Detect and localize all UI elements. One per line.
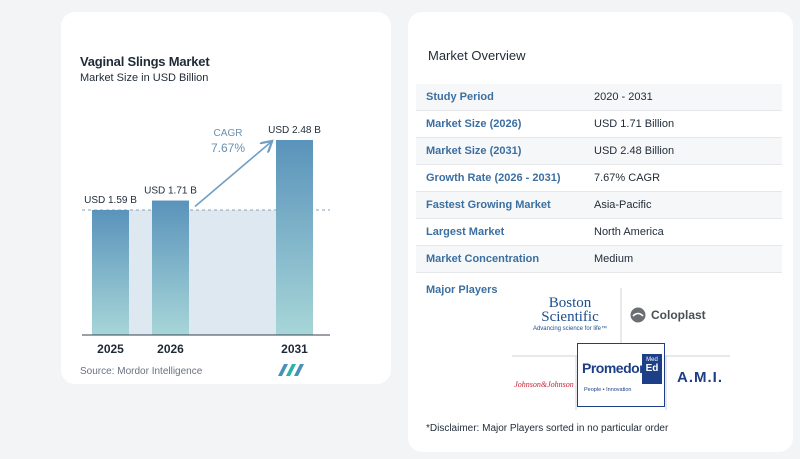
overview-row-label: Market Concentration — [426, 253, 540, 265]
coloplast-logo: Coloplast — [630, 305, 730, 325]
overview-row-value: North America — [594, 226, 664, 238]
promedon-badge: Med Ed — [642, 354, 662, 384]
bar-2031 — [276, 140, 313, 335]
coloplast-circle-icon — [630, 307, 646, 323]
overview-row-value: 2020 - 2031 — [594, 91, 653, 103]
promedon-logo: Promedon Med Ed People • Innovation — [577, 343, 665, 407]
major-players-label: Major Players — [426, 284, 498, 296]
overview-row: Largest Market North America — [416, 219, 782, 246]
overview-row: Study Period 2020 - 2031 — [416, 84, 782, 111]
overview-row-value: 7.67% CAGR — [594, 172, 661, 184]
data-label: USD 1.59 B — [84, 195, 137, 206]
bar-2026 — [152, 200, 189, 335]
overview-row-label: Study Period — [426, 91, 494, 103]
overview-row-value: Medium — [594, 253, 634, 265]
overview-row-label: Market Size (2026) — [426, 118, 522, 130]
source-note: Source: Mordor Intelligence — [80, 366, 203, 377]
chart-subtitle: Market Size in USD Billion — [80, 72, 209, 84]
data-label: USD 1.71 B — [144, 186, 197, 197]
boston-scientific-logo: Boston Scientific Advancing science for … — [532, 295, 608, 333]
overview-row: Growth Rate (2026 - 2031) 7.67% CAGR — [416, 165, 782, 192]
overview-row: Market Size (2026) USD 1.71 Billion — [416, 111, 782, 138]
x-tick-label: 2026 — [157, 342, 184, 356]
overview-row-label: Growth Rate (2026 - 2031) — [426, 172, 561, 184]
data-label: USD 2.48 B — [268, 125, 321, 136]
overview-row-value: Asia-Pacific — [594, 199, 652, 211]
overview-row-value: USD 1.71 Billion — [594, 118, 675, 130]
overview-row: Fastest Growing Market Asia-Pacific — [416, 192, 782, 219]
x-tick-label: 2025 — [97, 342, 124, 356]
overview-row-label: Fastest Growing Market — [426, 199, 551, 211]
mordor-intelligence-logo — [278, 364, 304, 376]
bar-2025 — [92, 209, 129, 335]
disclaimer: *Disclaimer: Major Players sorted in no … — [426, 423, 669, 434]
overview-row: Market Size (2031) USD 2.48 Billion — [416, 138, 782, 165]
overview-row: Market Concentration Medium — [416, 246, 782, 273]
johnson-johnson-logo: Johnson&Johnson — [514, 380, 574, 389]
cagr-label: CAGR — [214, 128, 243, 139]
x-tick-label: 2031 — [281, 342, 308, 356]
overview-row-label: Market Size (2031) — [426, 145, 522, 157]
overview-row-value: USD 2.48 Billion — [594, 145, 675, 157]
overview-title: Market Overview — [428, 48, 526, 63]
chart-title: Vaginal Slings Market — [80, 54, 210, 69]
bar-chart: USD 1.59 B 2025 USD 1.71 B 2026 USD 2.48 B 20… — [82, 125, 330, 356]
ami-logo: A.M.I. — [677, 369, 723, 386]
cagr-value: 7.67% — [211, 141, 245, 155]
cagr-arrow — [194, 142, 271, 208]
overview-row-label: Largest Market — [426, 226, 505, 238]
